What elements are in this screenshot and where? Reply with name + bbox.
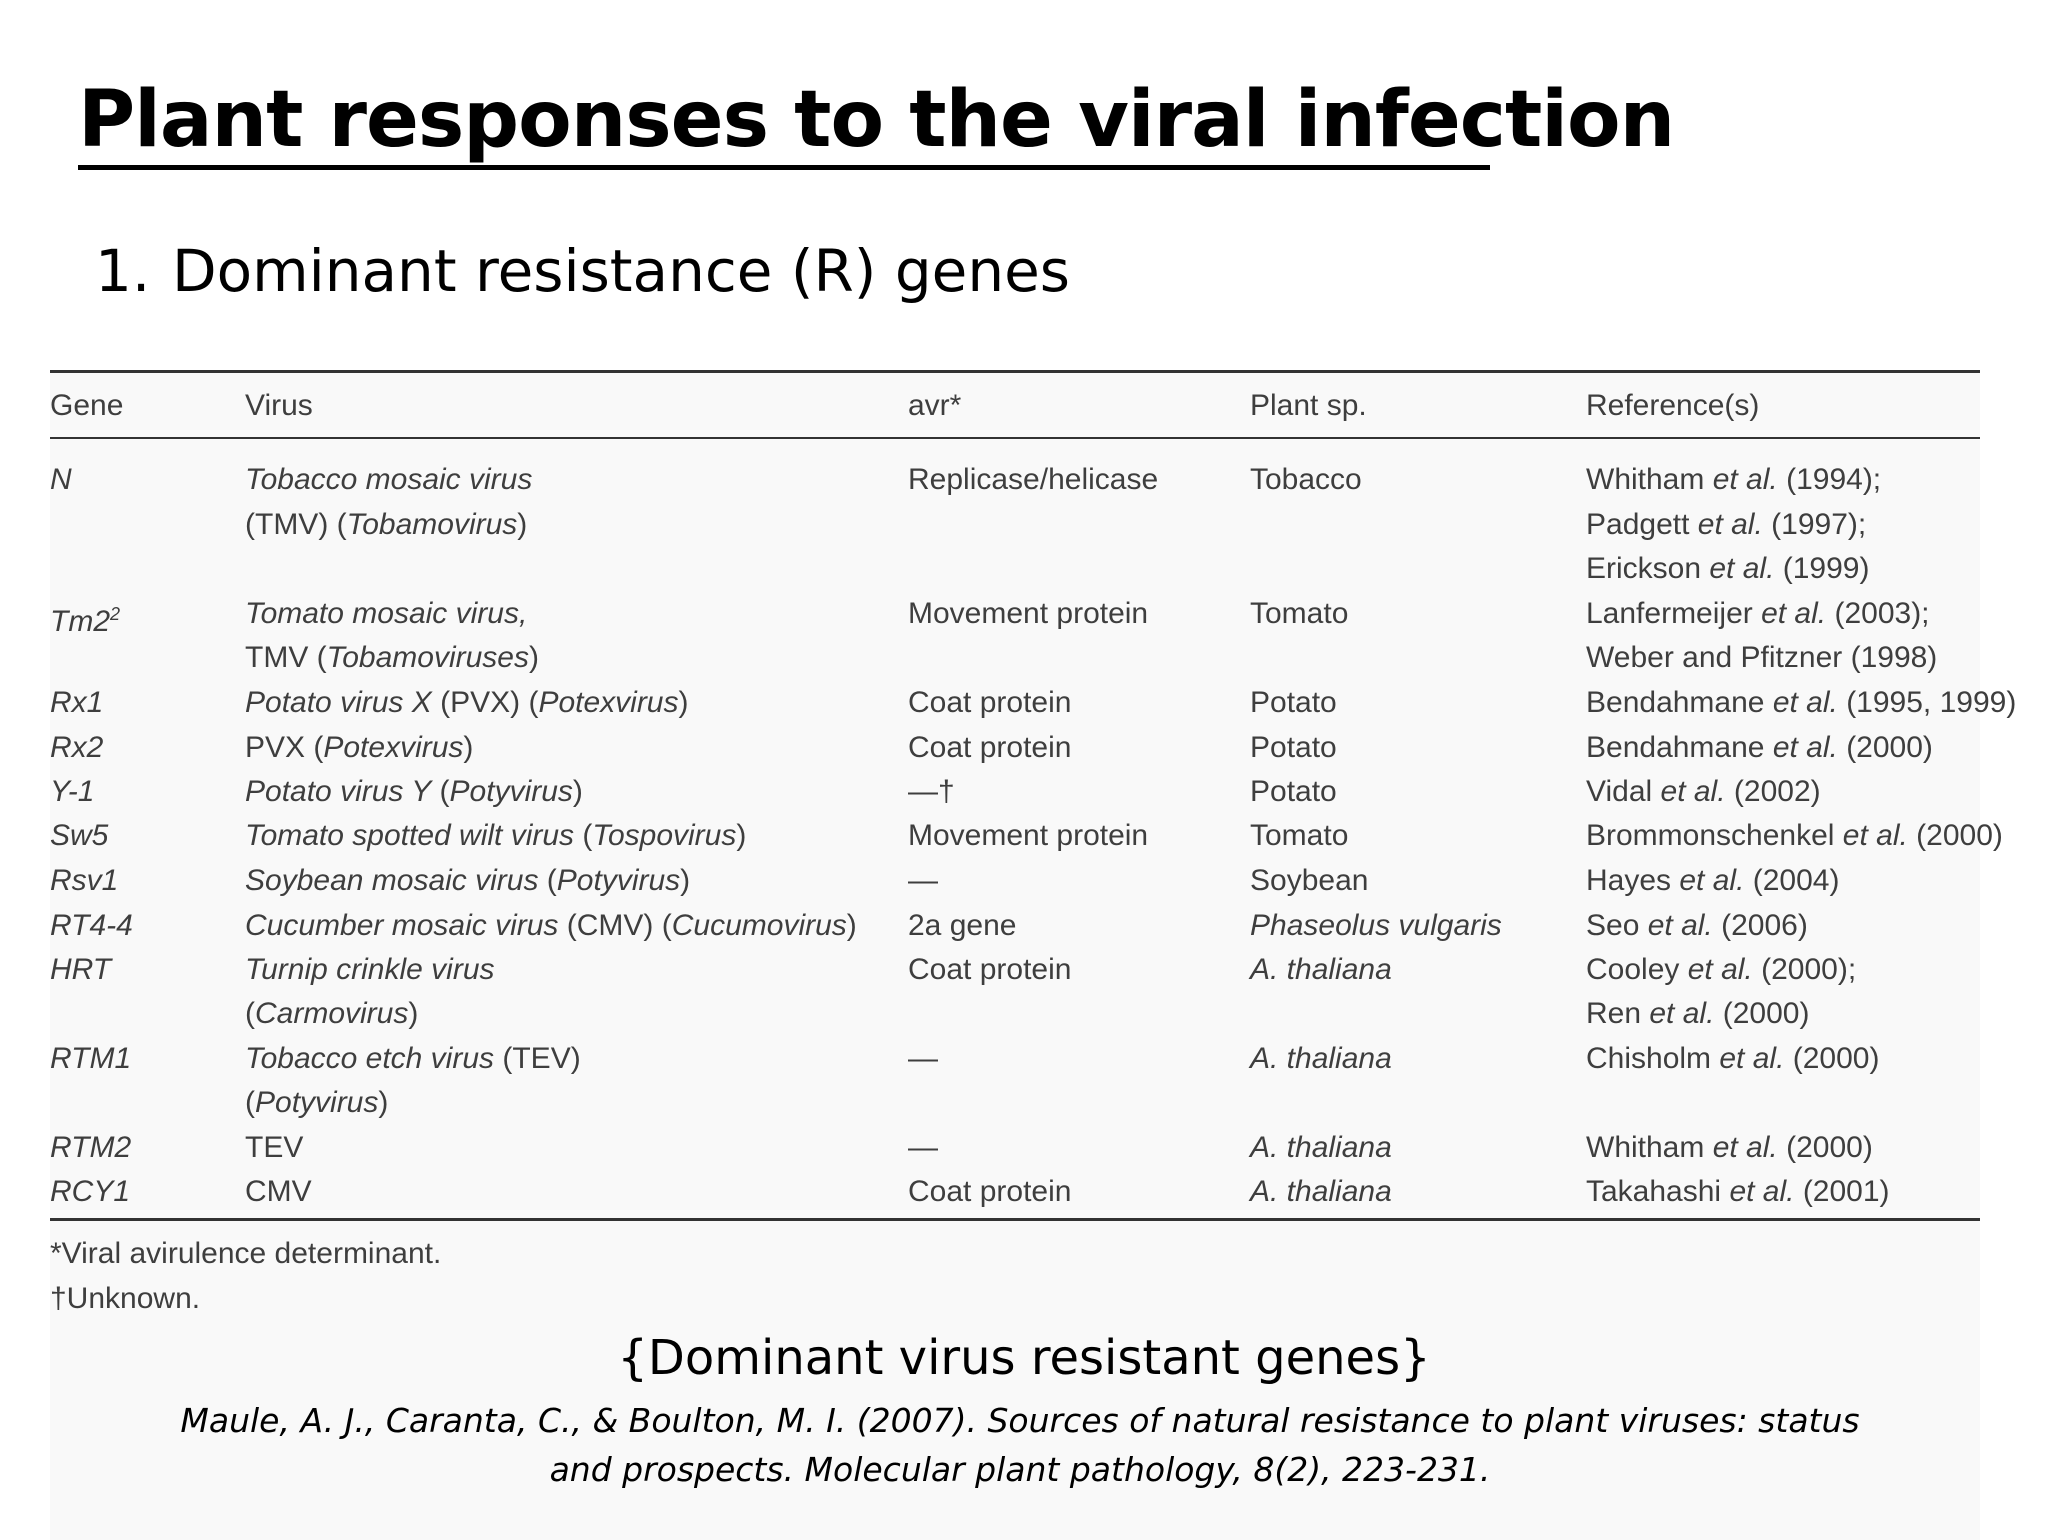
header-avr: avr* (908, 389, 962, 422)
subtitle-text: Dominant resistance (R) genes (172, 237, 1071, 305)
header-gene: Gene (50, 389, 124, 422)
table-cell-avr: Coat protein (908, 953, 1072, 986)
table-cell-plant: Phaseolus vulgaris (1250, 909, 1502, 942)
header-reference: Reference(s) (1586, 389, 1760, 422)
resistance-genes-table: Gene Virus avr* Plant sp. Reference(s) N… (50, 370, 2016, 1540)
table-cell-virus: (TMV) (Tobamovirus) (245, 508, 528, 541)
table-cell-virus: (Carmovirus) (245, 997, 419, 1030)
table-cell-ref: Seo et al. (2006) (1586, 909, 1808, 942)
table-cell-plant: Potato (1250, 686, 1337, 719)
table-cell-gene: HRT (50, 953, 112, 986)
table-cell-gene: RTM2 (50, 1131, 132, 1164)
table-cell-avr: Movement protein (908, 819, 1149, 852)
table-cell-plant: A. thaliana (1250, 1131, 1392, 1164)
table-cell-ref: Erickson et al. (1999) (1586, 552, 1870, 585)
table-cell-virus: CMV (245, 1175, 312, 1208)
footnote-unknown: †Unknown. (50, 1282, 201, 1315)
citation: Maule, A. J., Caranta, C., & Boulton, M.… (180, 1401, 1860, 1489)
table-cell-gene: RT4-4 (50, 909, 133, 942)
table-cell-ref: Lanfermeijer et al. (2003); (1586, 597, 1930, 630)
table-cell-avr: Coat protein (908, 1175, 1072, 1208)
table-cell-virus: Tomato mosaic virus, (245, 597, 528, 630)
table-bottom-rule (50, 1218, 1980, 1221)
table-cell-plant: A. thaliana (1250, 1175, 1392, 1208)
table-cell-avr: — (908, 1042, 938, 1075)
subtitle-number: 1. (95, 237, 151, 305)
table-cell-avr: Coat protein (908, 731, 1072, 764)
table-cell-virus: Tobacco mosaic virus (245, 463, 533, 496)
table-cell-plant: A. thaliana (1250, 953, 1392, 986)
table-cell-ref: Whitham et al. (1994); (1586, 463, 1882, 496)
slide-subtitle: 1. Dominant resistance (R) genes (95, 237, 1071, 305)
table-cell-gene: RCY1 (50, 1175, 131, 1208)
header-plant: Plant sp. (1250, 389, 1367, 422)
table-cell-gene: N (50, 463, 72, 496)
table-cell-virus: Cucumber mosaic virus (CMV) (Cucumovirus… (245, 909, 857, 942)
footnote-avr: *Viral avirulence determinant. (50, 1237, 442, 1270)
table-cell-gene: Tm22 (50, 604, 121, 638)
table-cell-virus: Turnip crinkle virus (245, 953, 495, 986)
table-cell-plant: Soybean (1250, 864, 1369, 897)
table-cell-ref: Bendahmane et al. (2000) (1586, 731, 1933, 764)
table-cell-avr: Coat protein (908, 686, 1072, 719)
title-underline (78, 165, 1490, 170)
table-cell-gene: Y-1 (50, 775, 95, 808)
table-cell-ref: Hayes et al. (2004) (1586, 864, 1840, 897)
table-cell-ref: Ren et al. (2000) (1586, 997, 1810, 1030)
table-cell-plant: Tomato (1250, 819, 1349, 852)
table-cell-plant: Tobacco (1250, 463, 1362, 496)
table-cell-ref: Takahashi et al. (2001) (1586, 1175, 1890, 1208)
table-cell-gene: Rx1 (50, 686, 104, 719)
table-cell-virus: Potato virus Y (Potyvirus) (245, 775, 583, 808)
table-cell-ref: Weber and Pfitzner (1998) (1586, 641, 1938, 674)
table-cell-virus: TEV (245, 1131, 304, 1164)
table-cell-avr: — (908, 864, 938, 897)
table-cell-ref: Bendahmane et al. (1995, 1999) (1586, 686, 2017, 719)
table-cell-plant: Potato (1250, 731, 1337, 764)
table-header-rule (50, 437, 1980, 439)
table-cell-gene: RTM1 (50, 1042, 132, 1075)
table-cell-avr: 2a gene (908, 909, 1017, 942)
table-cell-ref: Brommonschenkel et al. (2000) (1586, 819, 2003, 852)
table-cell-virus: PVX (Potexvirus) (245, 731, 474, 764)
table-cell-virus: Tomato spotted wilt virus (Tospovirus) (245, 819, 747, 852)
table-cell-virus: (Potyvirus) (245, 1086, 389, 1119)
table-cell-ref: Padgett et al. (1997); (1586, 508, 1867, 541)
table-caption: {Dominant virus resistant genes} (617, 1330, 1431, 1386)
table-cell-ref: Whitham et al. (2000) (1586, 1131, 1873, 1164)
table-cell-virus: Soybean mosaic virus (Potyvirus) (245, 864, 691, 897)
table-cell-plant: Tomato (1250, 597, 1349, 630)
table-cell-avr: — (908, 1131, 938, 1164)
table-cell-gene: Rx2 (50, 731, 104, 764)
header-virus: Virus (245, 389, 313, 422)
table-cell-virus: TMV (Tobamoviruses) (245, 641, 539, 674)
table-cell-virus: Potato virus X (PVX) (Potexvirus) (245, 686, 689, 719)
table-cell-ref: Chisholm et al. (2000) (1586, 1042, 1880, 1075)
table-cell-avr: —† (908, 775, 955, 808)
table-cell-gene: Sw5 (50, 819, 109, 852)
table-cell-plant: A. thaliana (1250, 1042, 1392, 1075)
table-cell-virus: Tobacco etch virus (TEV) (245, 1042, 581, 1075)
table-cell-ref: Vidal et al. (2002) (1586, 775, 1821, 808)
table-cell-ref: Cooley et al. (2000); (1586, 953, 1857, 986)
table-top-rule (50, 370, 1980, 373)
table-cell-plant: Potato (1250, 775, 1337, 808)
table-cell-avr: Movement protein (908, 597, 1149, 630)
slide-title: Plant responses to the viral infection (78, 75, 1675, 165)
table-cell-gene: Rsv1 (50, 864, 119, 897)
table-cell-avr: Replicase/helicase (908, 463, 1159, 496)
